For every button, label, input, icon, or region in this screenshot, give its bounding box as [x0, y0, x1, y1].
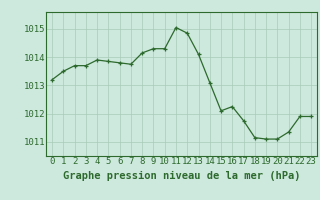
X-axis label: Graphe pression niveau de la mer (hPa): Graphe pression niveau de la mer (hPa) [63, 171, 300, 181]
